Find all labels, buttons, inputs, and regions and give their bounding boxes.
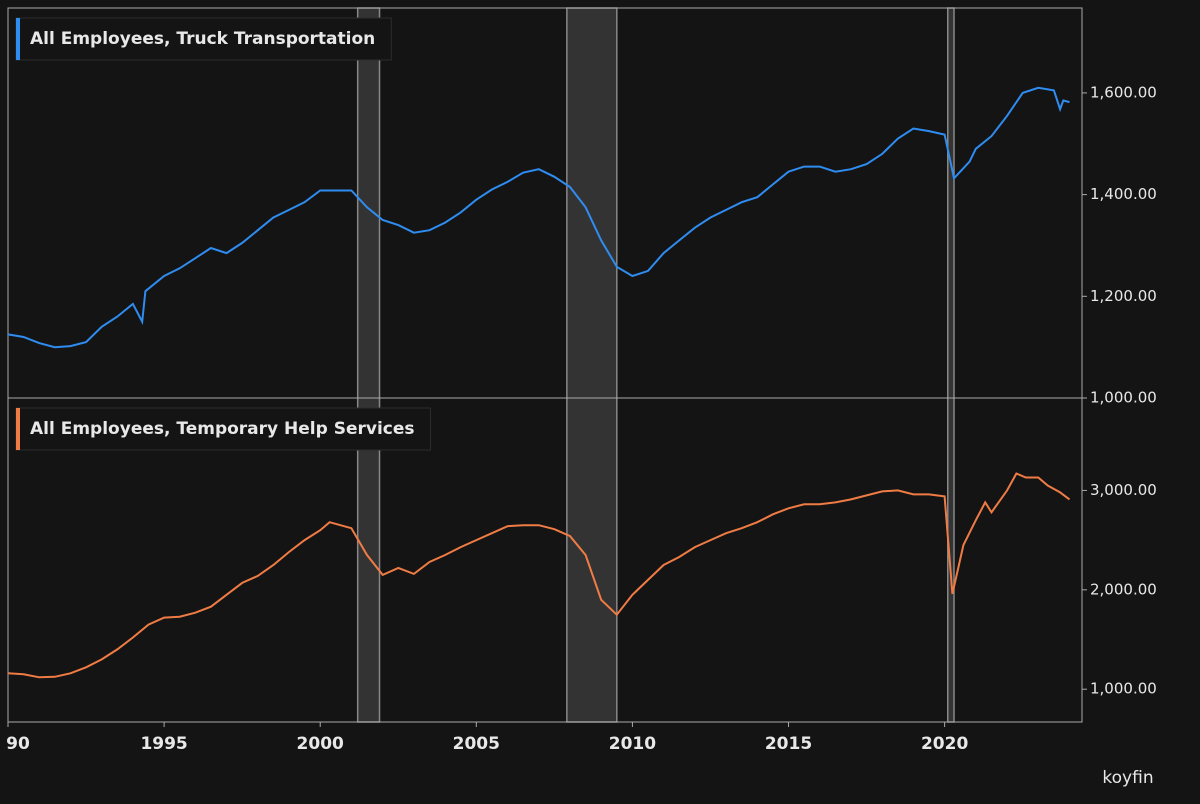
line: [7, 86, 1070, 349]
x-tick-label: 2000: [297, 734, 344, 754]
x-tick-label: 90: [6, 734, 30, 754]
x-tick-label: 1995: [140, 734, 187, 754]
legend: All Employees, Temporary Help Services: [15, 407, 432, 451]
shaded-period: [566, 7, 618, 723]
x-tick-label: 2015: [765, 734, 812, 754]
y-tick-label: 1,600.00: [1090, 83, 1157, 101]
legend-label: All Employees, Temporary Help Services: [30, 419, 415, 439]
legend-swatch: [16, 408, 20, 450]
panel-frame: [7, 397, 1083, 723]
line: [7, 472, 1071, 679]
y-tick-label: 2,000.00: [1090, 580, 1157, 598]
legend-label: All Employees, Truck Transportation: [30, 29, 375, 49]
y-tick-label: 1,200.00: [1090, 287, 1157, 305]
panel-frame: [7, 7, 1083, 399]
logo: koyfin: [1102, 768, 1153, 788]
shaded-period: [947, 7, 955, 723]
y-tick-label: 3,000.00: [1090, 481, 1157, 499]
legend-swatch: [16, 18, 20, 60]
y-tick-label: 1,000.00: [1090, 389, 1157, 407]
y-tick-label: 1,000.00: [1090, 680, 1157, 698]
x-tick-label: 2020: [921, 734, 968, 754]
x-tick-label: 2010: [609, 734, 656, 754]
legend-box: [15, 17, 392, 61]
x-tick-label: 2005: [453, 734, 500, 754]
shaded-period: [356, 7, 381, 723]
legend: All Employees, Truck Transportation: [15, 17, 392, 61]
y-tick-label: 1,400.00: [1090, 185, 1157, 203]
